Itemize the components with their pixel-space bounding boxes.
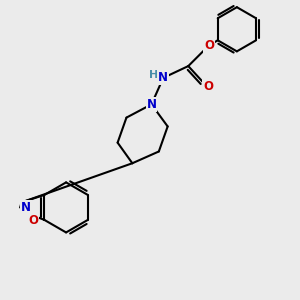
Text: N: N — [146, 98, 157, 111]
Text: O: O — [203, 80, 213, 93]
Text: O: O — [28, 214, 38, 227]
Text: O: O — [204, 39, 214, 52]
Text: N: N — [158, 71, 168, 84]
Text: H: H — [149, 70, 158, 80]
Text: N: N — [21, 201, 31, 214]
